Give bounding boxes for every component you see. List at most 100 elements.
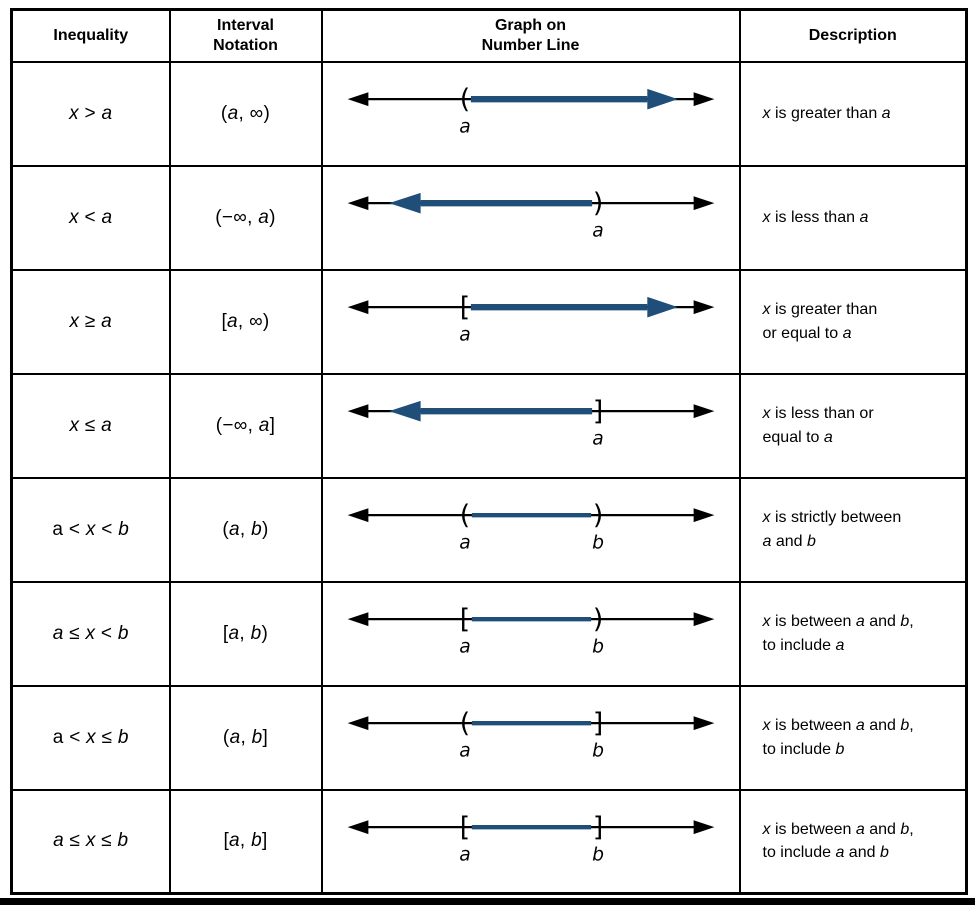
interval-notation-cell: (−∞, a] [168,372,323,479]
number-line-graph: [] a b [347,812,714,865]
right-arrowhead-icon [693,820,714,834]
interval-notation-cell: [a, b) [168,580,323,687]
interval-notation-cell: (−∞, a) [168,164,323,271]
right-arrowhead-icon [693,196,714,211]
right-arrowhead-icon [693,508,714,523]
interval-notation-cell: [a, ∞) [168,268,323,375]
number-line-graph: () a b [347,500,714,554]
number-line-cell: [a [320,268,741,375]
description-cell: x is between a and b, to include a [738,580,968,687]
endpoint-symbol: ( [459,84,469,115]
inequality-cell: a ≤ x < b [10,580,171,687]
inequality-cell: a ≤ x ≤ b [10,788,171,895]
description-cell: x is less than or equal to a [738,372,968,479]
endpoint-symbol: ) [592,500,602,531]
endpoint-symbol: ] [592,396,602,427]
table-row: x > a (a, ∞) (a x is greater than a [10,60,968,167]
table-row: x ≥ a [a, ∞) [a x is greater than or equal t… [10,268,968,375]
number-line-graph: (] a b [347,708,714,762]
endpoint-label: a [459,325,470,346]
number-line-cell: [) a b [320,580,741,687]
endpoint-label: b [592,741,604,762]
interval-notation-cell: (a, ∞) [168,60,323,167]
endpoint-symbol: ) [592,188,602,219]
number-line-cell: ] a [320,372,741,479]
description-cell: x is greater than a [738,60,968,167]
left-arrowhead-icon [347,508,368,523]
column-header-3: Description [738,8,968,63]
number-line-cell: ) a [320,164,741,271]
highlight-arrowhead-icon [646,88,678,110]
inequality-cell: a < x < b [10,476,171,583]
endpoint-symbol: ) [592,604,602,635]
endpoint-symbol: [ [459,292,469,323]
endpoint-label: a [459,533,470,554]
endpoint-label: a [459,117,470,138]
table-row: a < x ≤ b (a, b] (] a b x is between a and b,… [10,684,968,791]
right-arrowhead-icon [693,92,714,107]
endpoint-label: b [592,533,604,554]
right-arrowhead-icon [693,716,714,731]
endpoint-label: a [459,637,470,658]
table-row: x ≤ a (−∞, a]] a x is less than or equal to … [10,372,968,479]
number-line-graph: ]a [347,396,714,450]
endpoint-label: a [459,741,470,762]
endpoint-label: a [459,844,470,865]
highlight-arrowhead-icon [388,192,421,214]
endpoint-symbol: ( [459,708,469,739]
endpoint-label: a [592,221,603,242]
inequality-cell: x > a [10,60,171,167]
figure-bottom-border [0,898,975,905]
endpoint-symbol: ] [592,812,602,843]
interval-notation-table: Inequality Interval Notation Graph on Number… [10,8,968,895]
interval-notation-cell: (a, b] [168,684,323,791]
left-arrowhead-icon [347,820,368,834]
highlight-arrowhead-icon [646,296,678,318]
table-row: a ≤ x ≤ b [a, b] [] a b x is between a and b,… [10,788,968,895]
left-arrowhead-icon [347,716,368,731]
column-header-1: Interval Notation [168,8,323,63]
description-cell: x is less than a [738,164,968,271]
table-row: a ≤ x < b [a, b) [) a b x is between a and b,… [10,580,968,687]
number-line-graph: [) a b [347,604,714,658]
endpoint-label: b [592,637,604,658]
number-line-cell: (a [320,60,741,167]
highlight-arrowhead-icon [388,400,421,422]
inequality-cell: x ≤ a [10,372,171,479]
table-row: a < x < b (a, b) () a b x is strictly between… [10,476,968,583]
number-line-graph: )a [347,188,714,242]
table-row: x < a (−∞, a)) a x is less than a [10,164,968,271]
column-header-2: Graph on Number Line [320,8,741,63]
endpoint-symbol: ] [592,708,602,739]
description-cell: x is greater than or equal to a [738,268,968,375]
left-arrowhead-icon [347,300,368,315]
description-cell: x is between a and b, to include a and b [738,788,968,895]
right-arrowhead-icon [693,612,714,627]
endpoint-label: a [592,429,603,450]
inequality-cell: a < x ≤ b [10,684,171,791]
description-cell: x is strictly between a and b [738,476,968,583]
interval-notation-cell: [a, b] [168,788,323,895]
interval-notation-cell: (a, b) [168,476,323,583]
left-arrowhead-icon [347,404,368,419]
number-line-cell: (] a b [320,684,741,791]
column-header-0: Inequality [10,8,171,63]
number-line-graph: [a [347,292,714,346]
number-line-cell: [] a b [320,788,741,895]
right-arrowhead-icon [693,404,714,419]
inequality-cell: x < a [10,164,171,271]
endpoint-symbol: [ [459,812,469,843]
interval-notation-figure: Inequality Interval Notation Graph on Number… [10,8,968,895]
inequality-cell: x ≥ a [10,268,171,375]
number-line-cell: () a b [320,476,741,583]
left-arrowhead-icon [347,196,368,211]
number-line-graph: (a [347,84,714,138]
header-row: Inequality Interval Notation Graph on Number… [10,8,968,63]
description-cell: x is between a and b, to include b [738,684,968,791]
left-arrowhead-icon [347,92,368,107]
endpoint-label: b [592,844,604,865]
endpoint-symbol: ( [459,500,469,531]
right-arrowhead-icon [693,300,714,315]
endpoint-symbol: [ [459,604,469,635]
